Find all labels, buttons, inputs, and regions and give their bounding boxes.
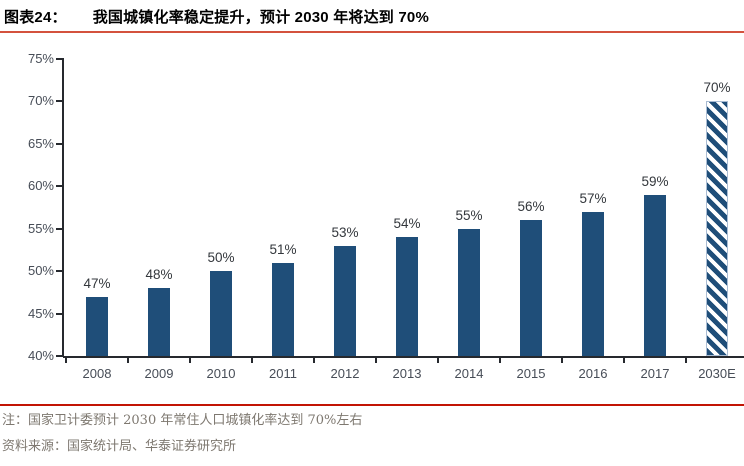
y-tick-label: 70% [27, 93, 54, 109]
y-tick-mark [56, 142, 62, 145]
x-tick-mark [313, 357, 315, 363]
bar-value-label: 51% [269, 241, 297, 257]
y-tick-label: 60% [27, 178, 54, 194]
chart-note: 注：国家卫计委预计 2030 年常住人口城镇化率达到 70%左右 [2, 413, 363, 428]
bar [644, 194, 666, 356]
bar [86, 296, 108, 356]
x-tick-mark [623, 357, 625, 363]
x-tick-mark [65, 357, 67, 363]
chart-source: 资料来源：国家统计局、华泰证券研究所 [2, 439, 237, 454]
x-tick-mark [561, 357, 563, 363]
bar [396, 237, 418, 356]
y-tick-mark [56, 355, 62, 357]
x-tick-mark [499, 357, 501, 363]
bar-value-label: 48% [145, 267, 173, 283]
bar-value-label: 55% [455, 207, 483, 223]
y-tick-mark [56, 100, 62, 103]
x-tick-mark [127, 357, 129, 363]
x-axis-label: 2009 [144, 366, 174, 381]
y-tick-mark [56, 58, 62, 60]
x-tick-mark [375, 357, 377, 363]
figure-number-label: 图表24： [4, 9, 67, 26]
bar-value-label: 47% [83, 275, 111, 291]
x-axis-label: 2015 [516, 366, 546, 381]
figure-header: 图表24： 我国城镇化率稳定提升，预计 2030 年将达到 70% [4, 6, 740, 27]
y-tick-mark [56, 312, 62, 315]
bar-value-label: 56% [517, 199, 545, 215]
y-tick-mark [56, 270, 62, 273]
y-tick-label: 40% [27, 348, 54, 363]
y-tick-label: 75% [27, 51, 54, 66]
title-underline-rule [0, 31, 744, 33]
bar [272, 262, 294, 356]
bar [520, 220, 542, 356]
x-axis-label: 2008 [82, 366, 112, 381]
bar-value-label: 53% [331, 224, 359, 240]
bar [210, 271, 232, 356]
y-tick-label: 65% [27, 135, 54, 151]
x-axis-label: 2010 [206, 366, 236, 381]
x-axis-label: 2012 [330, 366, 360, 381]
y-tick-label: 50% [27, 263, 54, 279]
x-axis-label: 2017 [640, 366, 670, 381]
figure-title: 我国城镇化率稳定提升，预计 2030 年将达到 70% [92, 9, 429, 26]
x-tick-mark [685, 357, 687, 363]
x-axis-line [63, 355, 744, 358]
y-tick-label: 45% [27, 305, 54, 321]
y-tick-mark [56, 227, 62, 230]
x-tick-mark [251, 357, 253, 363]
bar-value-label: 57% [579, 190, 607, 206]
x-axis-label: 2011 [269, 366, 297, 381]
x-axis-label: 2030E [698, 366, 736, 381]
x-axis-label: 2014 [454, 366, 484, 381]
x-tick-mark [437, 357, 439, 363]
x-axis-label: 2016 [578, 366, 608, 381]
y-tick-label: 55% [27, 220, 54, 236]
bar [458, 228, 480, 356]
bar [334, 245, 356, 356]
y-tick-mark [56, 185, 62, 188]
bar [582, 211, 604, 356]
bar-value-label: 50% [207, 250, 235, 266]
x-axis-label: 2013 [392, 366, 422, 381]
bar-forecast [706, 101, 728, 356]
footer-divider-rule [0, 404, 744, 406]
y-axis-line [61, 58, 64, 357]
bar [148, 288, 170, 356]
bar-value-label: 70% [703, 80, 731, 96]
bar-value-label: 59% [641, 173, 669, 189]
x-tick-mark [189, 357, 191, 363]
bar-value-label: 54% [393, 216, 421, 232]
